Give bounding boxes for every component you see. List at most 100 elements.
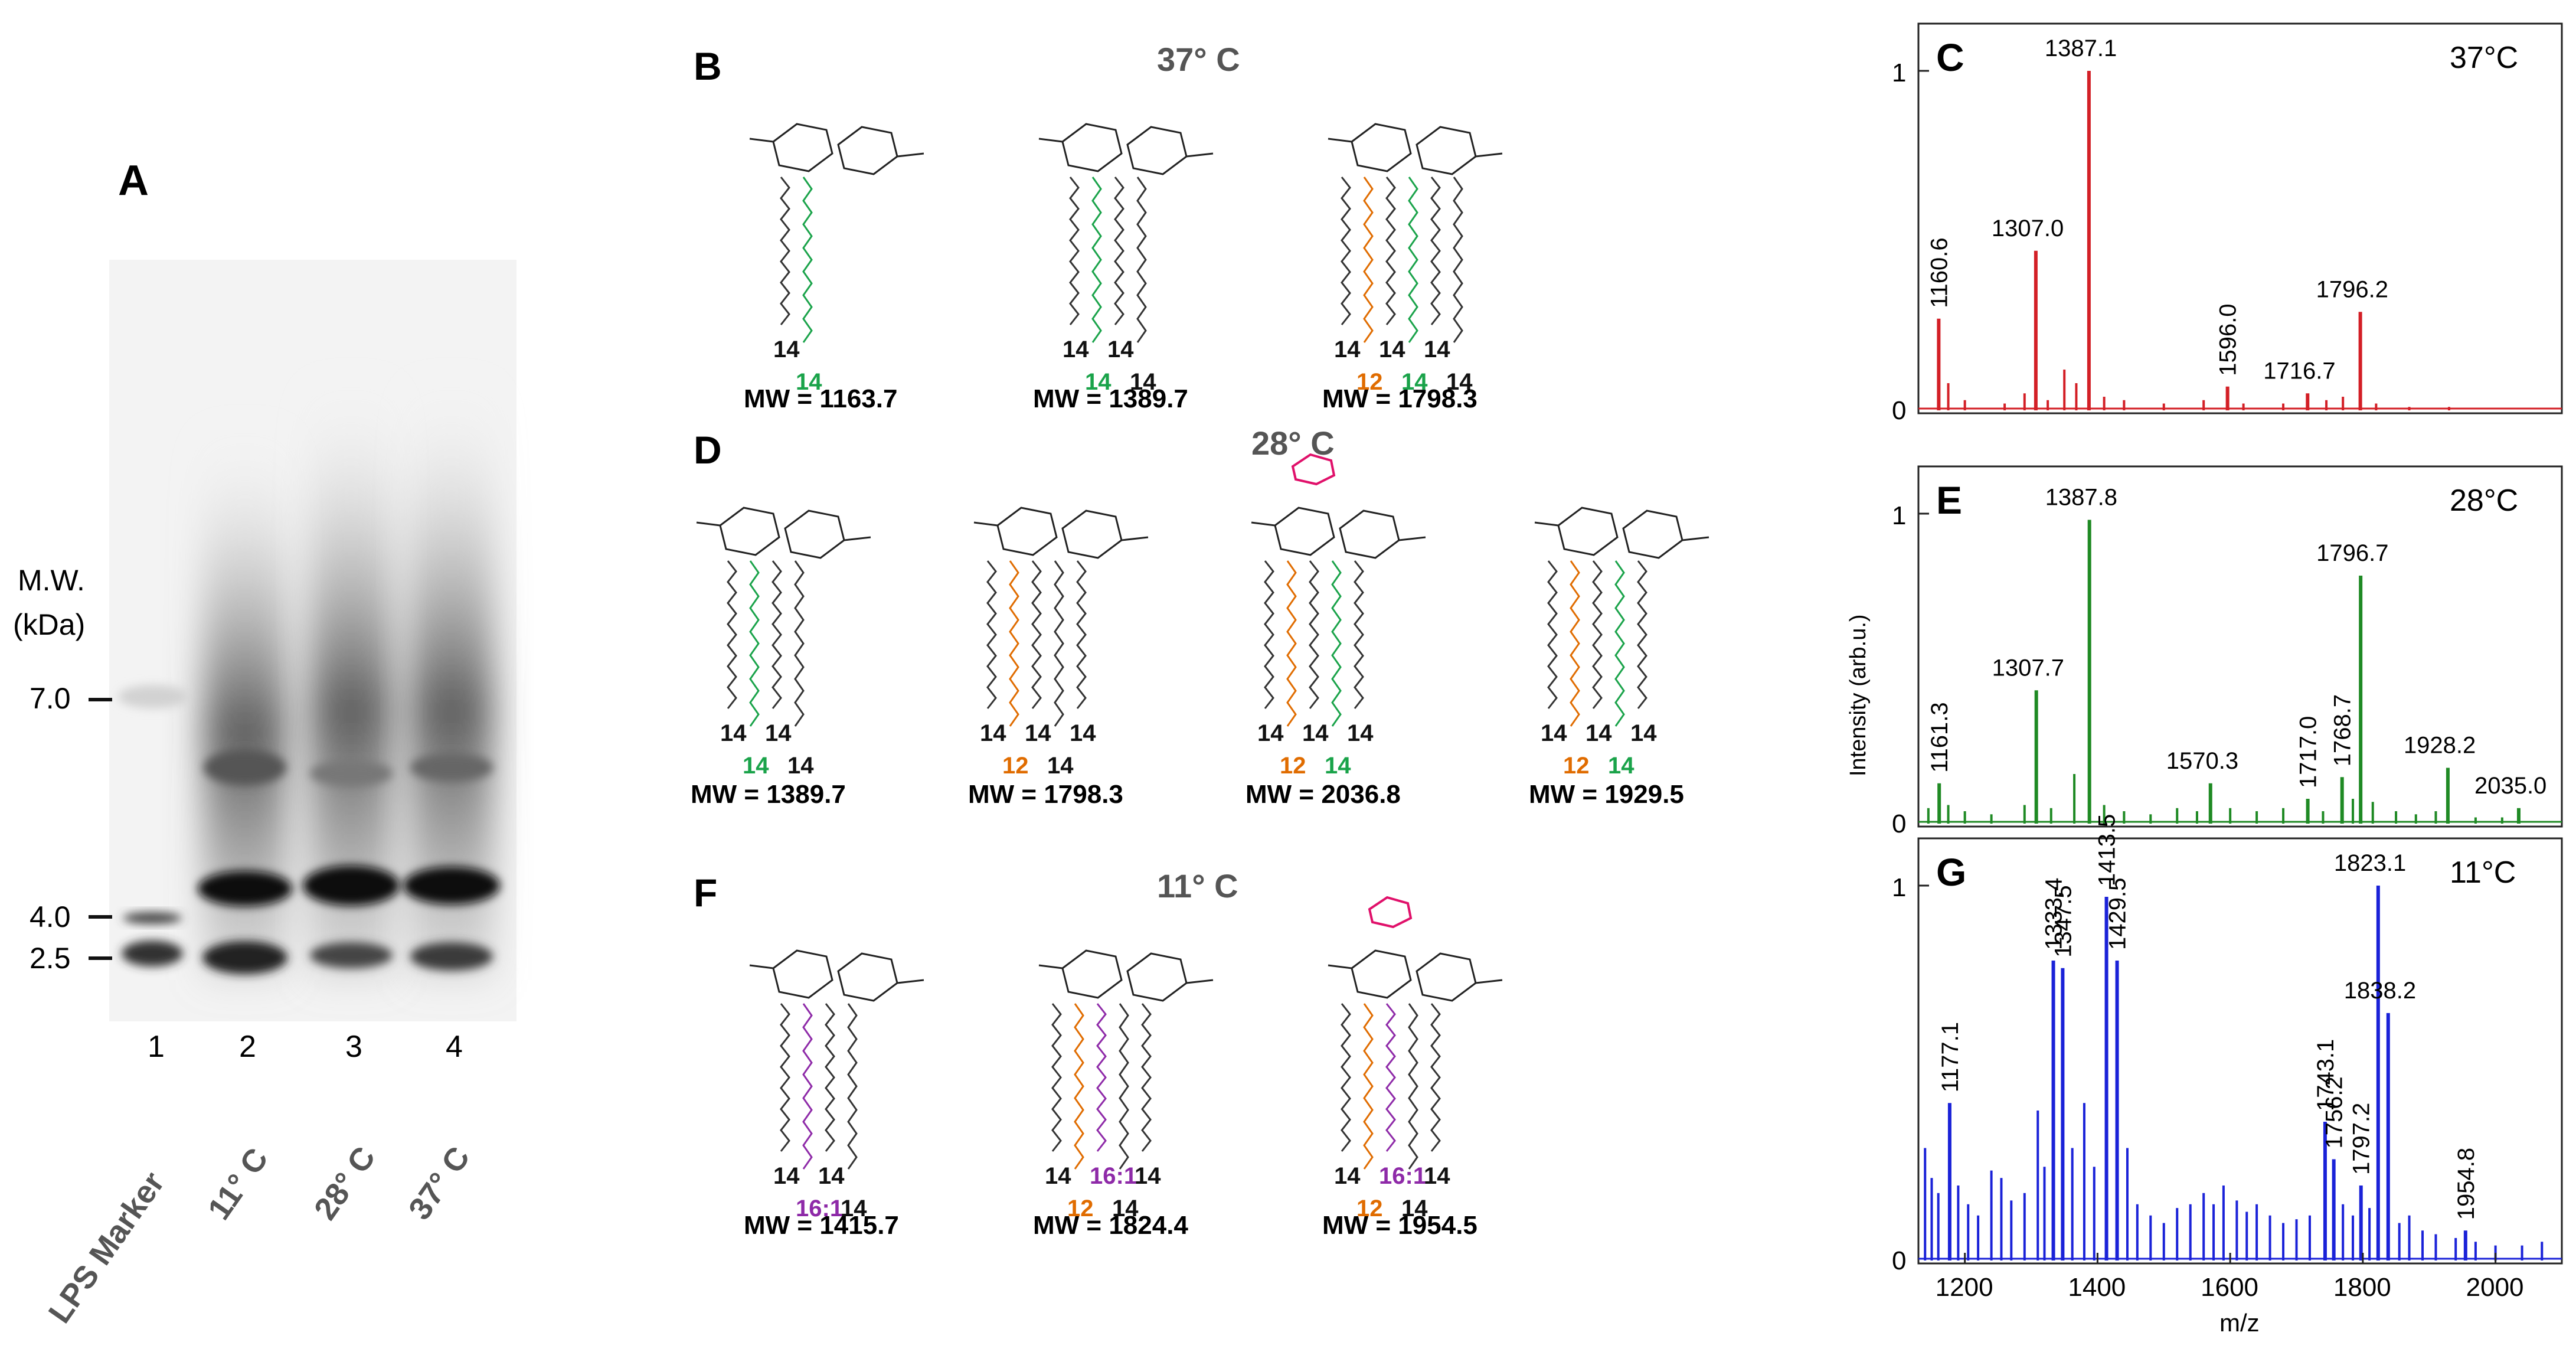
panel-a-letter: A: [118, 157, 149, 204]
acyl-chain: [1054, 560, 1064, 727]
sugar-ring: [1351, 949, 1412, 999]
lane-3-label: 28° C: [308, 1140, 383, 1226]
panel-letter-d: D: [694, 428, 722, 472]
acyl-chain: [1363, 177, 1374, 343]
phosphate-bond: [1475, 979, 1503, 984]
phosphate-bond: [1328, 964, 1352, 969]
peak-label: 1307.0: [1992, 215, 2064, 241]
acyl-chain: [1141, 1003, 1152, 1152]
acyl-chain: [1091, 177, 1102, 343]
y-tick-label: 0: [1892, 1246, 1906, 1275]
lane-1-band-2-5kda: [122, 940, 183, 966]
chain-length-label: 16:1: [796, 1196, 843, 1222]
y-tick-label: 1: [1892, 58, 1906, 87]
acyl-chain: [780, 1003, 790, 1152]
mw-marker-2-5: 2.5: [30, 942, 71, 975]
spectrum-e: E 28°C 1 0 1161.3 1307.7 1387.8 1570.3 1717.0 176…: [1846, 465, 2563, 838]
peak-label: 1177.1: [1937, 1022, 1963, 1092]
acyl-chain: [825, 1003, 835, 1152]
sugar-ring: [1126, 952, 1188, 1002]
molecular-weight-label: MW = 2036.8: [1245, 780, 1401, 809]
plot-frame: [1917, 465, 2563, 828]
acyl-chain: [1592, 560, 1603, 709]
lane-4-band-mid: [410, 753, 493, 782]
sugar-ring: [1061, 510, 1123, 559]
peak-label: 1716.7: [2263, 358, 2335, 384]
lane-2-label: 11° C: [201, 1142, 275, 1226]
peak-label: 1387.8: [2045, 485, 2117, 511]
spectra-panels: C 37°C 1 0 1160.6 1307.0 1387.1 1596.0 1716.7 179…: [1846, 22, 2563, 1337]
peak-label: 1768.7: [2330, 694, 2356, 766]
molecular-weight-label: MW = 1929.5: [1529, 780, 1684, 809]
chain-length-label: 14: [1047, 753, 1074, 779]
acyl-chain: [1051, 1003, 1062, 1152]
chain-length-label: 14: [1045, 1163, 1071, 1189]
phosphate-bond: [1682, 536, 1709, 541]
acyl-chain: [1114, 177, 1124, 325]
peak-label: 1161.3: [1927, 702, 1953, 772]
chain-length-label: 14: [743, 753, 769, 779]
chain-length-label: 14: [1070, 720, 1096, 746]
acyl-chain: [1069, 177, 1080, 325]
acyl-chain: [1119, 1003, 1129, 1170]
panel-letter-f: F: [694, 871, 717, 915]
lane-4-band-main: [403, 867, 500, 904]
acyl-chain: [749, 560, 760, 727]
y-axis-label: Intensity (arb.u.): [1846, 614, 1871, 776]
lane-2-number: 2: [239, 1030, 256, 1064]
chain-length-label: 14: [1630, 720, 1657, 746]
chain-length-label: 14: [1085, 369, 1112, 395]
acyl-chain: [1264, 560, 1274, 709]
chain-length-label: 14: [1112, 1196, 1139, 1222]
acyl-chain: [1363, 1003, 1374, 1170]
peak-label: 1838.2: [2344, 978, 2416, 1004]
phosphate-bond: [973, 521, 998, 527]
chain-length-label: 14: [1107, 337, 1134, 363]
phosphate-bond: [1121, 536, 1149, 541]
acyl-chain: [1430, 177, 1441, 325]
peak-label: 1307.7: [1992, 655, 2064, 681]
lane-1-number: 1: [148, 1030, 165, 1064]
peak-label: 1743.1: [2313, 1039, 2339, 1111]
chain-length-label: 14: [841, 1196, 867, 1222]
spectrum-temp-label: 11°C: [2450, 855, 2516, 890]
acyl-chain: [780, 177, 790, 325]
chain-length-label: 14: [1379, 337, 1405, 363]
molecular-weight-label: MW = 1415.7: [744, 1211, 899, 1240]
sugar-ring: [1061, 123, 1123, 172]
acyl-chain: [1614, 560, 1625, 727]
sugar-ring: [1339, 510, 1400, 559]
aminoarabinose-ring: [1368, 896, 1413, 929]
acyl-chain: [1096, 1003, 1107, 1152]
chain-length-label: 16:1: [1090, 1163, 1137, 1189]
chain-length-label: 14: [1347, 720, 1374, 746]
peak-label: 1347.5: [2050, 885, 2076, 957]
mw-label-line2: (kDa): [13, 608, 85, 641]
sugar-ring: [1351, 123, 1412, 172]
chain-length-label: 14: [1401, 1196, 1428, 1222]
peak-label: 1429.5: [2105, 878, 2131, 950]
molecular-weight-label: MW = 1389.7: [691, 780, 846, 809]
acyl-chain: [986, 560, 997, 709]
acyl-chain: [1430, 1003, 1441, 1152]
phosphate-bond: [1534, 521, 1559, 527]
acyl-chain: [1570, 560, 1580, 727]
acyl-chain: [1408, 1003, 1418, 1170]
lane-2-band-low: [202, 941, 287, 974]
chain-length-label: 14: [765, 720, 792, 746]
panel-letter-g: G: [1936, 850, 1966, 894]
sugar-ring: [837, 952, 898, 1002]
x-tick-label: 1800: [2333, 1273, 2391, 1302]
sugar-ring: [996, 507, 1058, 556]
chain-length-label: 14: [1541, 720, 1567, 746]
chain-length-label: 14: [720, 720, 747, 746]
acyl-chain: [1076, 560, 1087, 709]
peak-label: 1954.8: [2453, 1148, 2479, 1220]
molecular-weight-label: MW = 1389.7: [1033, 384, 1188, 413]
